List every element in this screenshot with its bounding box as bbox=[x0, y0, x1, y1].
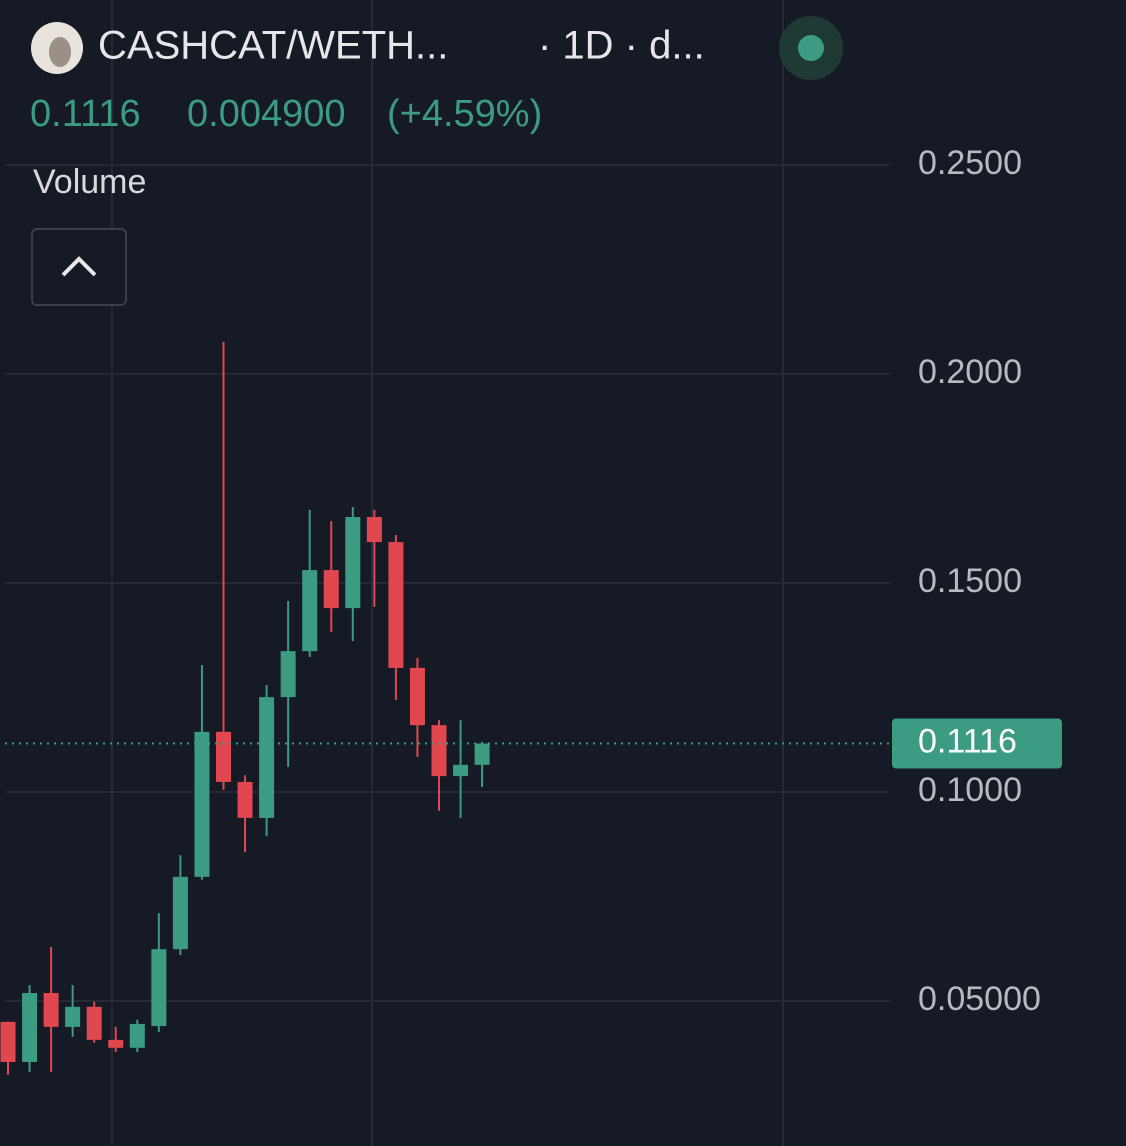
candle-body bbox=[453, 764, 469, 777]
y-tick-label: 0.1000 bbox=[918, 771, 1022, 809]
last-price-tag bbox=[892, 718, 1062, 769]
last-price: 0.1116 bbox=[30, 93, 141, 135]
indicator-label: Volume bbox=[33, 163, 146, 201]
symbol: CASHCAT/WETH... bbox=[98, 24, 448, 68]
interval: · 1D · d... bbox=[538, 24, 705, 68]
candle-body bbox=[129, 1023, 145, 1048]
candle-body bbox=[366, 516, 382, 543]
candle-body bbox=[86, 1006, 102, 1040]
token-logo-cat bbox=[49, 37, 71, 67]
candle-body bbox=[151, 949, 167, 1027]
y-tick-label: 0.05000 bbox=[918, 980, 1041, 1018]
candle-body bbox=[302, 570, 318, 652]
candle-body bbox=[172, 876, 188, 950]
candle-body bbox=[0, 1021, 16, 1062]
candle-body bbox=[216, 731, 231, 782]
y-tick-label: 0.1500 bbox=[918, 562, 1022, 600]
candle-body bbox=[22, 993, 38, 1062]
candle-body bbox=[388, 542, 404, 668]
candle-body bbox=[108, 1039, 124, 1048]
candle-body bbox=[237, 781, 253, 818]
candle-body bbox=[280, 651, 296, 698]
collapse-button[interactable] bbox=[31, 228, 127, 306]
candle-body bbox=[194, 731, 210, 877]
candle-body bbox=[323, 570, 339, 609]
candle-body bbox=[65, 1006, 81, 1027]
last-price-tag-label: 0.1116 bbox=[918, 723, 1017, 761]
candle-body bbox=[345, 516, 361, 609]
candle-body bbox=[409, 667, 425, 726]
price-change-pct: (+4.59%) bbox=[387, 93, 542, 135]
plot: 0.2500 0.2000 0.1500 0.1000 0.05000 0.1116 bbox=[0, 144, 1062, 1075]
y-tick-label: 0.2500 bbox=[918, 144, 1022, 182]
candle-body bbox=[431, 725, 447, 777]
candle-body bbox=[474, 743, 490, 765]
y-tick-label: 0.2000 bbox=[918, 353, 1022, 391]
candle-body bbox=[259, 697, 275, 818]
price-change: 0.004900 bbox=[187, 93, 346, 135]
status-dot bbox=[798, 35, 824, 61]
chevron-up bbox=[61, 256, 97, 277]
candle-body bbox=[43, 993, 59, 1027]
